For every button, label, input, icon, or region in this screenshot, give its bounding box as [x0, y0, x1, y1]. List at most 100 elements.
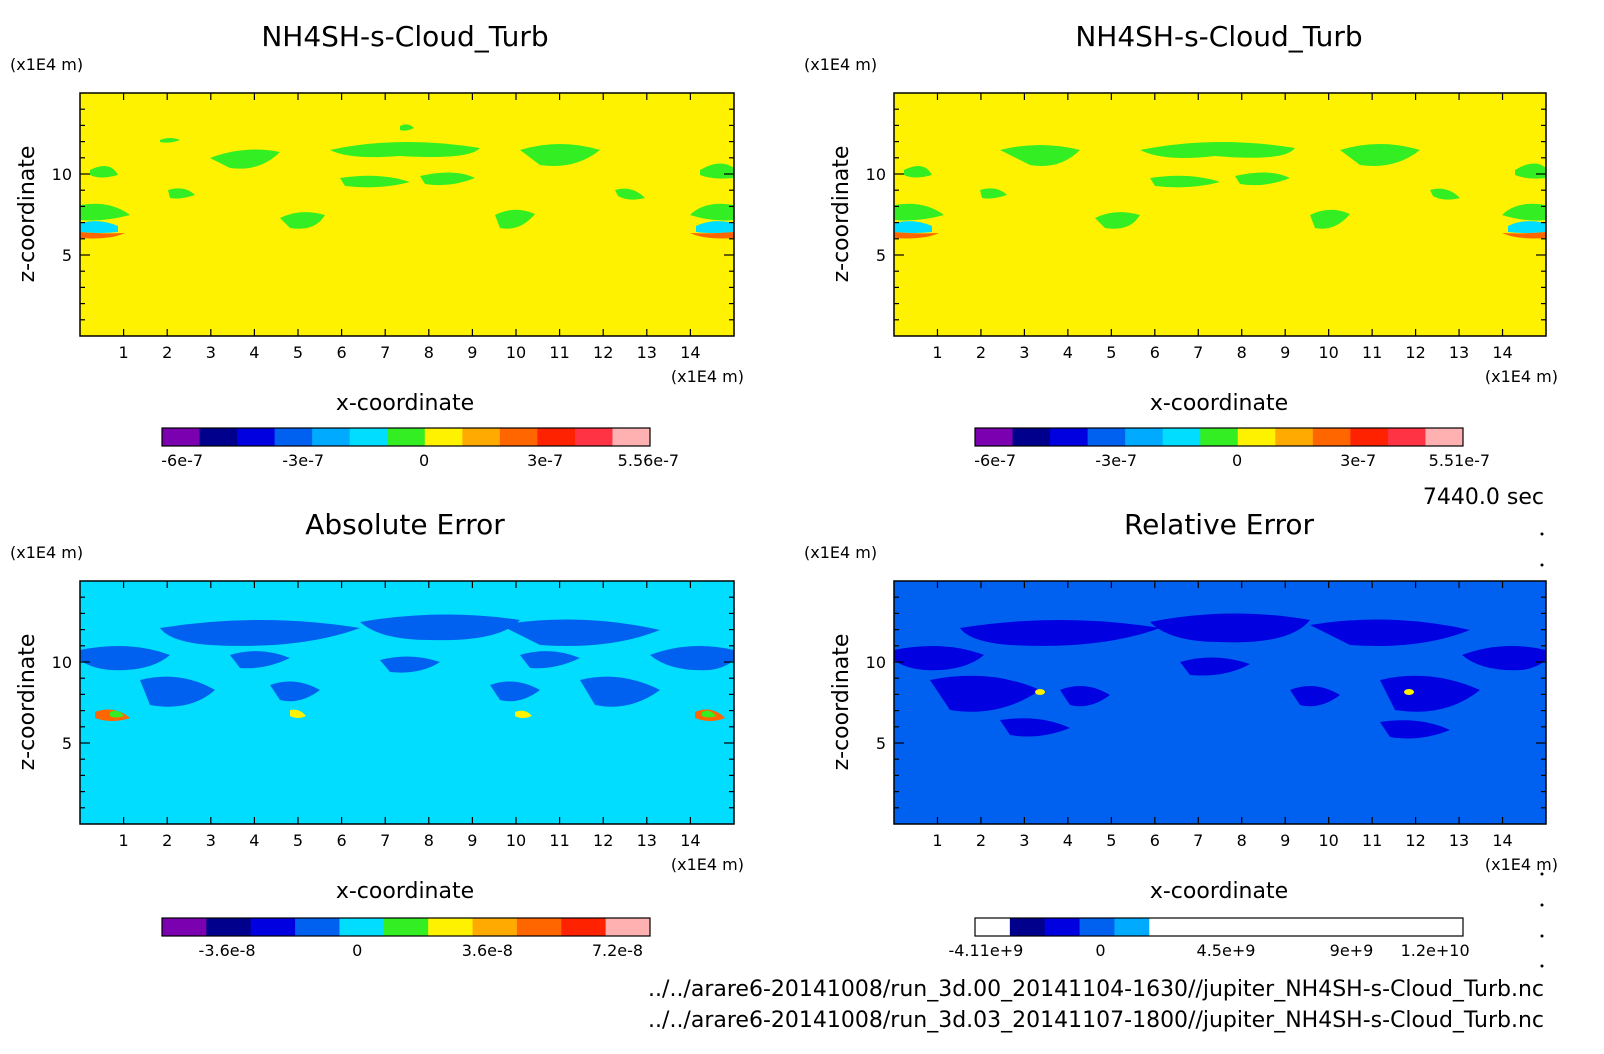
panel-3-colorbar: -4.11e+9 0 4.5e+9 9e+9 1.2e+10 [948, 917, 1470, 960]
x-tick-label: 9 [467, 343, 477, 362]
panel-0-y-label: z-coordinate [15, 146, 40, 283]
x-tick-label: 7 [380, 343, 390, 362]
panel-1-contours [894, 141, 1546, 229]
colorbar-swatch [1079, 918, 1115, 936]
y-tick-label: 10 [52, 653, 72, 672]
colorbar-swatch [1149, 918, 1185, 936]
colorbar-swatch [605, 918, 651, 936]
panel-1-y-label: z-coordinate [829, 146, 854, 283]
colorbar-tick-label: 5.56e-7 [618, 451, 679, 470]
panel-0-y-unit: (x1E4 m) [10, 55, 83, 74]
panel-2-contours [80, 614, 734, 707]
panel-1-frame [893, 92, 1547, 337]
footer-path-1: ../../arare6-20141008/run_3d.03_20141107… [648, 1008, 1544, 1033]
x-tick-label: 2 [162, 343, 172, 362]
x-tick-label: 8 [424, 343, 434, 362]
panel-2-frame [79, 580, 735, 825]
panel-1-plot-area [893, 92, 1547, 337]
x-tick-label: 11 [1362, 343, 1382, 362]
panel-2-x-label: x-coordinate [336, 879, 474, 904]
colorbar-swatch [1393, 918, 1429, 936]
panel-2-y-label: z-coordinate [15, 634, 40, 771]
x-tick-label: 1 [119, 343, 129, 362]
panel-0-y-ticks: 5 10 [52, 108, 734, 321]
panel-3-x-label: x-coordinate [1150, 879, 1288, 904]
footer-path-0: ../../arare6-20141008/run_3d.00_20141104… [648, 977, 1544, 1002]
x-tick-label: 4 [249, 343, 259, 362]
y-tick-label: 10 [866, 165, 886, 184]
colorbar-swatch [1275, 428, 1314, 446]
x-tick-label: 9 [1280, 343, 1290, 362]
panel-3-features [1035, 689, 1414, 695]
panel-1-y-ticks: 5 10 [866, 108, 1546, 321]
colorbar-swatch [1162, 428, 1201, 446]
panel-1: NH4SH-s-Cloud_Turb (x1E4 m) [804, 20, 1558, 470]
x-tick-label: 5 [1106, 343, 1116, 362]
colorbar-tick-label: 0 [419, 451, 429, 470]
panel-1-y-unit: (x1E4 m) [804, 55, 877, 74]
x-tick-label: 13 [1449, 831, 1469, 850]
colorbar-tick-label: 0 [352, 941, 362, 960]
colorbar-swatch [975, 428, 1014, 446]
panel-0-x-label: x-coordinate [336, 391, 474, 416]
panel-1-x-unit: (x1E4 m) [1485, 367, 1558, 386]
panel-0-plot-area [79, 92, 735, 337]
panel-3-x-unit: (x1E4 m) [1485, 855, 1558, 874]
x-tick-label: 2 [976, 831, 986, 850]
colorbar-tick-label: 5.51e-7 [1429, 451, 1490, 470]
panel-1-edge-features [894, 221, 1546, 239]
panel-2-colorbar: -3.6e-8 0 3.6e-8 7.2e-8 [161, 917, 651, 960]
x-tick-label: 11 [1362, 831, 1382, 850]
colorbar-swatch [199, 428, 238, 446]
colorbar-tick-label: 0 [1232, 451, 1242, 470]
colorbar-swatch [462, 428, 501, 446]
colorbar-swatch [1387, 428, 1426, 446]
panel-0-contours [80, 124, 734, 229]
colorbar-swatch [162, 428, 201, 446]
colorbar-swatch [1253, 918, 1290, 936]
colorbar-tick-label: 0 [1095, 941, 1105, 960]
x-tick-label: 10 [506, 343, 526, 362]
x-tick-label: 13 [637, 831, 657, 850]
colorbar-swatch [237, 428, 276, 446]
x-tick-label: 12 [1405, 831, 1425, 850]
y-tick-label: 10 [866, 653, 886, 672]
x-tick-label: 6 [1150, 831, 1160, 850]
colorbar-swatch [206, 918, 252, 936]
colorbar-swatch [424, 428, 463, 446]
colorbar-tick-label: 3e-7 [527, 451, 563, 470]
y-tick-label: 5 [62, 734, 72, 753]
colorbar-swatch [274, 428, 313, 446]
panel-3-x-ticks: 1 2 3 4 5 6 7 8 9 10 11 12 13 14 [932, 581, 1513, 850]
x-tick-label: 5 [293, 831, 303, 850]
panel-2-x-ticks: 1 2 3 4 5 6 7 8 9 10 11 12 13 14 [119, 581, 701, 850]
colorbar-swatch [1200, 428, 1239, 446]
panel-2-x-unit: (x1E4 m) [671, 855, 744, 874]
x-tick-label: 10 [1318, 831, 1338, 850]
x-tick-label: 1 [932, 343, 942, 362]
panel-2-features [95, 709, 725, 721]
colorbar-swatch [1125, 428, 1164, 446]
panel-0-edge-features [80, 221, 734, 239]
x-tick-label: 9 [1280, 831, 1290, 850]
x-tick-label: 3 [1019, 831, 1029, 850]
colorbar-tick-label: -3.6e-8 [199, 941, 256, 960]
colorbar-tick-label: -6e-7 [974, 451, 1016, 470]
x-tick-label: 5 [1106, 831, 1116, 850]
y-tick-label: 5 [62, 246, 72, 265]
panel-3-y-label: z-coordinate [829, 634, 854, 771]
x-tick-label: 6 [337, 831, 347, 850]
colorbar-swatch [1087, 428, 1126, 446]
x-tick-label: 12 [593, 343, 613, 362]
colorbar-frame [974, 917, 1464, 937]
x-tick-label: 5 [293, 343, 303, 362]
panel-3: Relative Error (x1E4 m) [804, 508, 1558, 960]
x-tick-label: 9 [467, 831, 477, 850]
x-tick-label: 14 [680, 343, 700, 362]
panel-0-colorbar: -6e-7 -3e-7 0 3e-7 5.56e-7 [161, 427, 679, 470]
panel-2-plot-area [79, 580, 735, 825]
colorbar-tick-label: -4.11e+9 [948, 941, 1023, 960]
panel-3-contours [894, 613, 1546, 739]
colorbar-swatch [1044, 918, 1081, 936]
colorbar-swatch [1358, 918, 1394, 936]
